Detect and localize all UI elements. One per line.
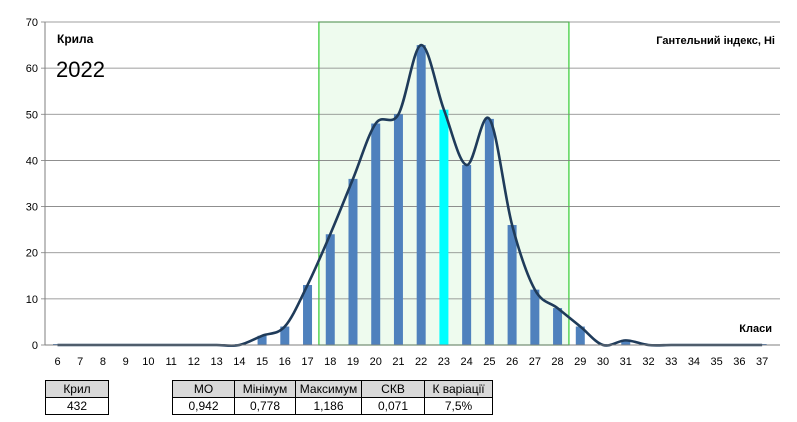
bar-16: [280, 326, 290, 345]
x-tick-label: 18: [324, 356, 336, 368]
x-tick-label: 19: [347, 356, 359, 368]
bar-18: [325, 234, 335, 345]
x-tick-label: 26: [506, 356, 518, 368]
x-tick-label: 30: [597, 356, 609, 368]
y-tick-label: 50: [26, 109, 38, 121]
year-label: 2022: [56, 57, 105, 82]
stat-header-min: Мінімум: [234, 380, 296, 398]
x-tick-label: 22: [415, 356, 427, 368]
stat-header-mean: МО: [172, 380, 235, 398]
x-tick-label: 14: [233, 356, 245, 368]
x-tick-label: 35: [711, 356, 723, 368]
x-axis-label: Класи: [739, 323, 772, 335]
y-tick-label: 30: [26, 202, 38, 214]
x-tick-label: 25: [483, 356, 495, 368]
bar-15: [257, 335, 267, 345]
x-tick-label: 16: [279, 356, 291, 368]
stats-table: МО Мінімум Максимум СКВ К варіації 0,942…: [172, 380, 493, 415]
y-tick-label: 40: [26, 155, 38, 167]
x-tick-label: 32: [642, 356, 654, 368]
histogram-chart: 0 10 20 30 40 50 60 70 6 7 8 9 10 11 12 13 14 15 16 17 18 19 2…: [26, 17, 780, 368]
x-tick-label: 13: [210, 356, 222, 368]
y-tick-label: 70: [26, 17, 38, 29]
x-tick-label: 11: [165, 356, 176, 368]
bar-21: [393, 114, 403, 346]
x-tick-label: 31: [620, 356, 632, 368]
x-tick-label: 36: [733, 356, 745, 368]
series-label: Крила: [57, 32, 94, 46]
bar-28: [553, 308, 563, 345]
bar-26: [507, 225, 517, 345]
x-tick-label: 9: [123, 356, 129, 368]
x-tick-label: 17: [301, 356, 313, 368]
bar-27: [530, 289, 540, 345]
bar-20: [371, 123, 381, 345]
x-tick-label: 34: [688, 356, 700, 368]
stat-value-mean: 0,942: [172, 397, 235, 415]
x-tick-label: 8: [100, 356, 106, 368]
stat-value-sd: 0,071: [361, 397, 425, 415]
x-tick-label: 29: [574, 356, 586, 368]
count-value: 432: [45, 397, 109, 415]
stat-header-cv: К варіації: [424, 380, 493, 398]
bar-29: [575, 326, 585, 345]
bar-31: [621, 340, 631, 345]
x-tick-label: 15: [256, 356, 268, 368]
stat-value-min: 0,778: [234, 397, 296, 415]
x-tick-label: 37: [756, 356, 768, 368]
stat-header-sd: СКВ: [361, 380, 425, 398]
y-tick-label: 10: [26, 294, 38, 306]
x-tick-label: 12: [188, 356, 200, 368]
x-tick-label: 20: [370, 356, 382, 368]
stat-value-max: 1,186: [295, 397, 362, 415]
bar-23: [439, 109, 449, 346]
x-tick-label: 28: [551, 356, 563, 368]
x-tick-label: 23: [438, 356, 450, 368]
x-tick-label: 27: [529, 356, 541, 368]
bar-17: [303, 285, 313, 345]
bar-24: [462, 165, 472, 345]
x-tick-label: 33: [665, 356, 677, 368]
chart-title: Гантельний індекс, Ні: [656, 35, 775, 47]
y-tick-label: 60: [26, 63, 38, 75]
y-tick-label: 0: [32, 340, 38, 352]
count-table: Крил 432: [45, 380, 109, 415]
x-tick-label: 24: [461, 356, 473, 368]
count-header: Крил: [45, 380, 109, 398]
bar-25: [484, 118, 494, 346]
stat-value-cv: 7,5%: [424, 397, 493, 415]
stat-header-max: Максимум: [295, 380, 362, 398]
x-tick-label: 10: [142, 356, 154, 368]
bar-22: [416, 45, 426, 345]
x-tick-label: 21: [392, 356, 404, 368]
bar-19: [348, 178, 358, 345]
y-tick-label: 20: [26, 248, 38, 260]
x-tick-label: 7: [77, 356, 83, 368]
x-tick-label: 6: [54, 356, 60, 368]
